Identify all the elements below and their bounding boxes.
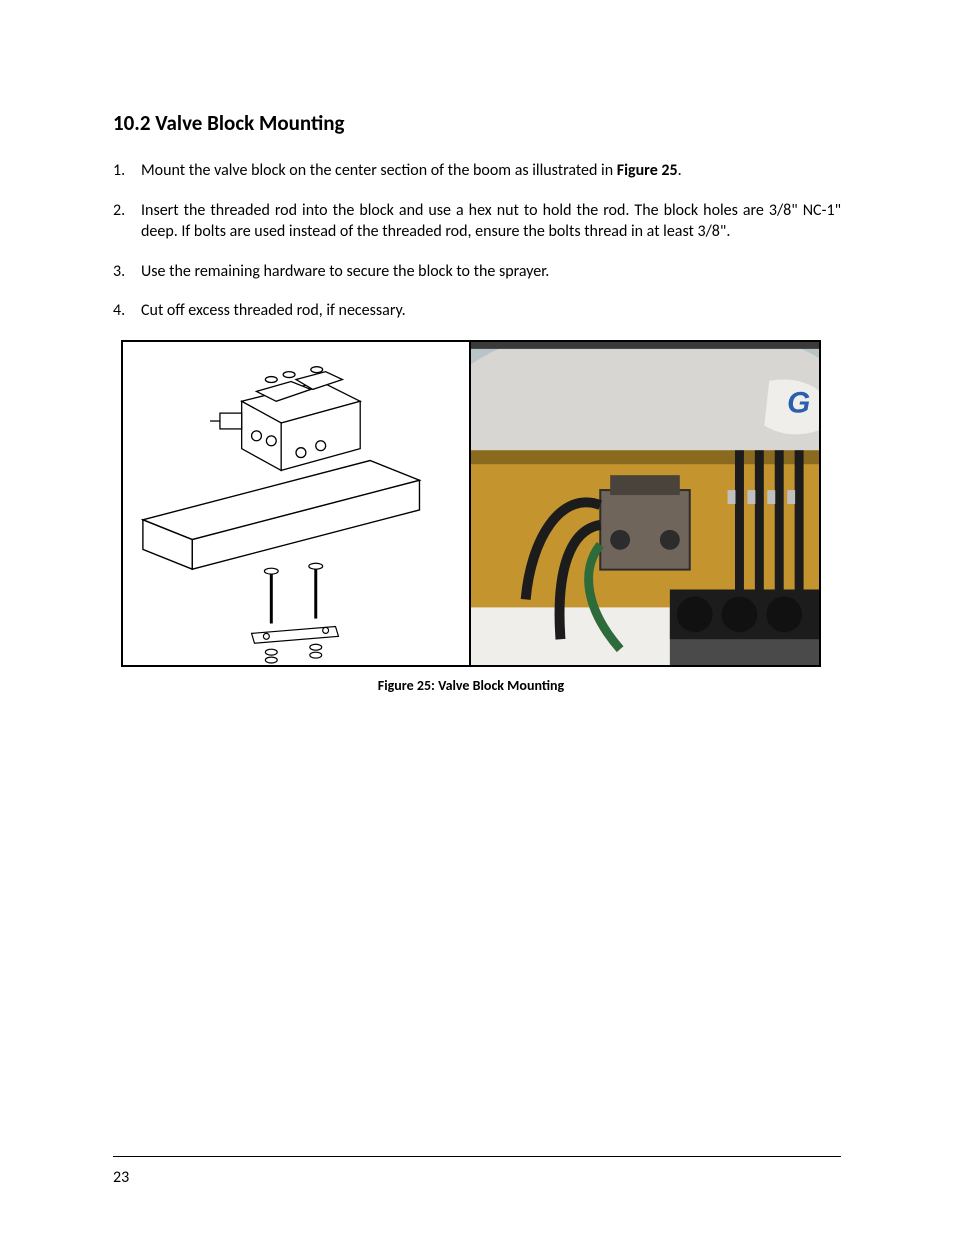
svg-text:G: G [787, 386, 810, 419]
step-item: 2. Insert the threaded rod into the bloc… [113, 200, 841, 243]
step-text-pre: Mount the valve block on the center sect… [141, 161, 617, 180]
footer-rule [113, 1156, 841, 1157]
step-text: Cut off excess threaded rod, if necessar… [141, 300, 841, 322]
step-list: 1. Mount the valve block on the center s… [113, 160, 841, 322]
step-number: 1. [113, 160, 141, 182]
step-item: 4. Cut off excess threaded rod, if neces… [113, 300, 841, 322]
step-number: 4. [113, 300, 141, 322]
valve-block-diagram-icon [123, 342, 469, 665]
figure: G [121, 340, 841, 694]
figure-diagram [123, 342, 471, 665]
section-heading: 10.2 Valve Block Mounting [113, 110, 841, 136]
step-number: 3. [113, 261, 141, 283]
step-item: 3. Use the remaining hardware to secure … [113, 261, 841, 283]
figure-ref: Figure 25 [617, 161, 678, 180]
step-text: Mount the valve block on the center sect… [141, 160, 841, 182]
figure-row: G [121, 340, 821, 667]
step-text: Use the remaining hardware to secure the… [141, 261, 841, 283]
figure-photo: G [471, 342, 819, 665]
valve-block-photo-icon: G [471, 342, 819, 665]
figure-caption: Figure 25: Valve Block Mounting [121, 677, 821, 694]
step-item: 1. Mount the valve block on the center s… [113, 160, 841, 182]
page: 10.2 Valve Block Mounting 1. Mount the v… [0, 0, 954, 1235]
step-text: Insert the threaded rod into the block a… [141, 200, 841, 243]
page-number: 23 [113, 1168, 129, 1187]
step-number: 2. [113, 200, 141, 243]
step-text-post: . [678, 161, 682, 180]
